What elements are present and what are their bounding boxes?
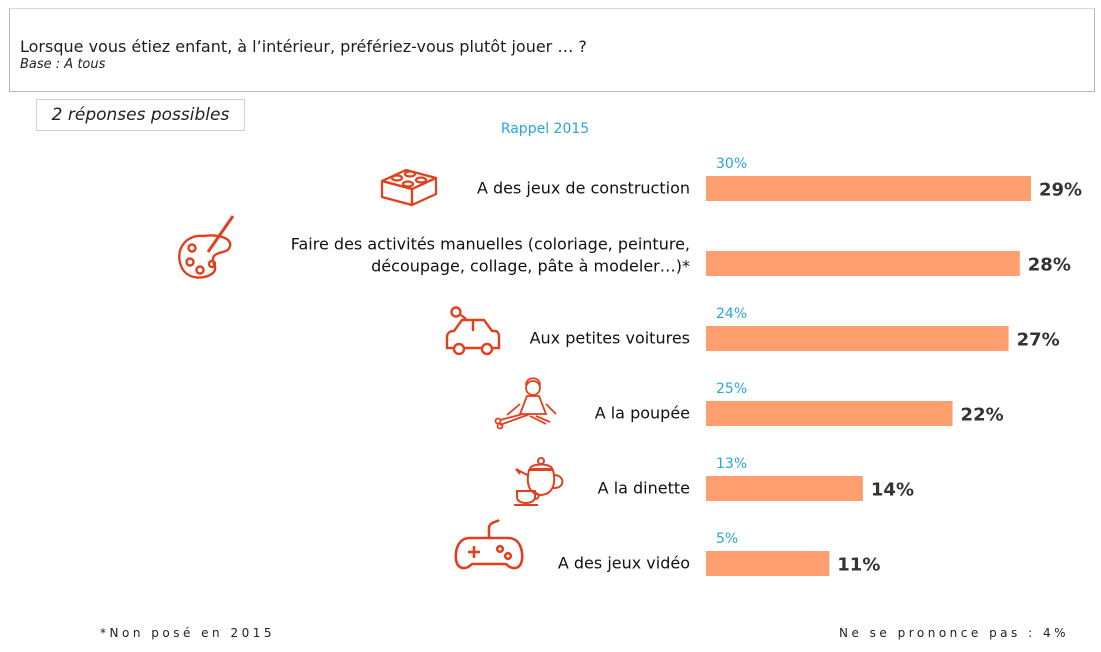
gamepad-icon: [454, 518, 524, 570]
recall-label: 30%: [716, 156, 747, 172]
bar: [706, 176, 1031, 201]
category-label: Faire des activités manuelles (coloriage…: [291, 235, 690, 254]
value-label: 22%: [961, 405, 1004, 426]
doll-icon: [494, 377, 557, 430]
question-text: Lorsque vous étiez enfant, à l’intérieur…: [20, 37, 587, 56]
category-label: A des jeux de construction: [477, 179, 690, 198]
value-label: 27%: [1017, 330, 1060, 351]
bars-layer: 29% 30% A des jeux de construction 28% Faire…: [291, 156, 1082, 576]
category-icons: [178, 168, 564, 570]
category-label: A des jeux vidéo: [558, 554, 690, 573]
recall-label: 24%: [716, 306, 747, 322]
category-label: A la dinette: [598, 479, 690, 498]
paint-palette-icon: [178, 215, 235, 279]
value-label: 29%: [1039, 180, 1082, 201]
recall-2015-header: Rappel 2015: [500, 121, 590, 137]
bar: [706, 251, 1020, 276]
base-text: Base : A tous: [20, 57, 106, 72]
category-label: découpage, collage, pâte à modeler…)*: [371, 257, 690, 276]
bar: [706, 401, 953, 426]
toy-car-icon: [445, 306, 501, 356]
category-label: Aux petites voitures: [530, 329, 690, 348]
question-header: Lorsque vous étiez enfant, à l’intérieur…: [9, 8, 1095, 92]
bar: [706, 476, 863, 501]
responses-note: 2 réponses possibles: [36, 99, 245, 131]
value-label: 11%: [837, 555, 880, 576]
value-label: 28%: [1028, 255, 1071, 276]
recall-label: 13%: [716, 456, 747, 472]
bar: [706, 551, 830, 576]
teapot-icon: [514, 457, 564, 506]
value-label: 14%: [871, 480, 914, 501]
recall-label: 25%: [716, 381, 747, 397]
footnote: *Non posé en 2015: [100, 626, 275, 640]
bar: [706, 326, 1009, 351]
no-answer-note: Ne se prononce pas : 4%: [838, 626, 1069, 640]
category-label: A la poupée: [595, 404, 690, 423]
lego-brick-icon: [380, 168, 438, 207]
recall-label: 5%: [716, 531, 738, 547]
